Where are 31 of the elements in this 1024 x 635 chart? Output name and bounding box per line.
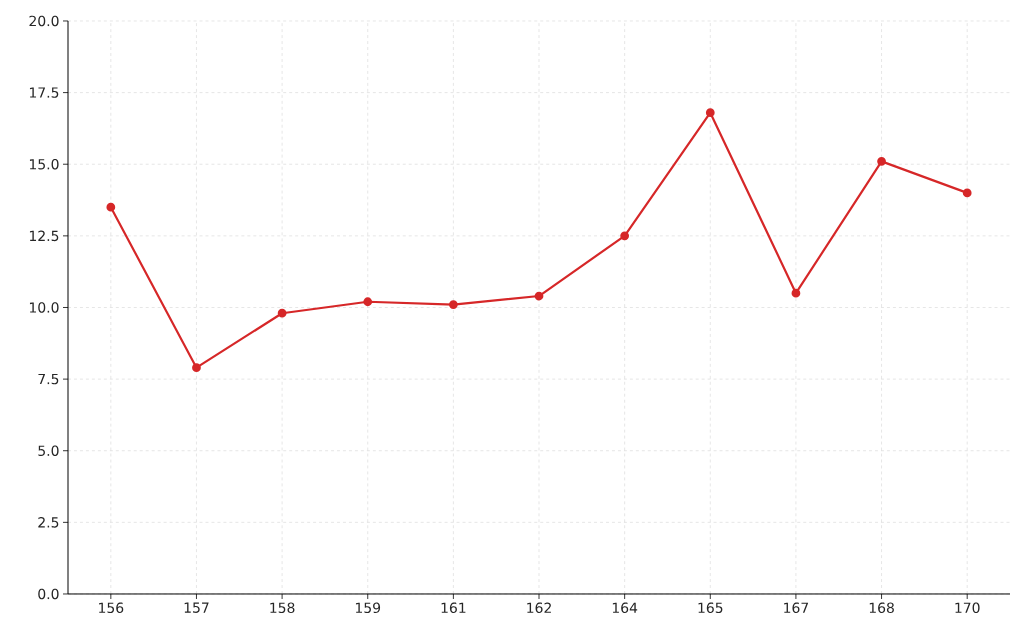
x-tick-label: 161 — [441, 602, 466, 614]
point — [877, 156, 886, 166]
x-tick-label: 165 — [698, 602, 723, 614]
point — [192, 363, 201, 373]
y-tick-label: 17.5 — [29, 87, 59, 98]
point — [106, 202, 116, 212]
point — [534, 291, 544, 301]
point — [277, 308, 287, 318]
y-tick-label: 10.0 — [29, 302, 59, 313]
x-tick-label: 170 — [955, 602, 980, 614]
point — [620, 231, 630, 241]
x-tick-label: 168 — [869, 602, 894, 614]
y-tick-label: 20.0 — [29, 15, 59, 27]
y-tick-label: 7.5 — [38, 373, 59, 385]
y-tick-label: 0.0 — [38, 588, 59, 600]
x-tick-label: 159 — [355, 602, 381, 614]
y-tick-label: 15.0 — [29, 158, 59, 170]
point — [962, 188, 972, 198]
point — [791, 288, 801, 298]
point — [363, 297, 373, 307]
y-tick-label: 5.0 — [38, 445, 59, 457]
x-tick-label: 167 — [784, 602, 809, 614]
y-tick-label: 12.5 — [29, 230, 59, 242]
point — [705, 108, 715, 118]
x-tick-label: 158 — [270, 602, 295, 614]
x-tick-label: 156 — [99, 602, 124, 614]
y-tick-label: 2.5 — [38, 517, 59, 528]
x-tick-label: 164 — [612, 602, 638, 614]
x-tick-label: 157 — [184, 602, 209, 613]
x-tick-label: 162 — [527, 602, 551, 614]
point — [448, 300, 458, 310]
